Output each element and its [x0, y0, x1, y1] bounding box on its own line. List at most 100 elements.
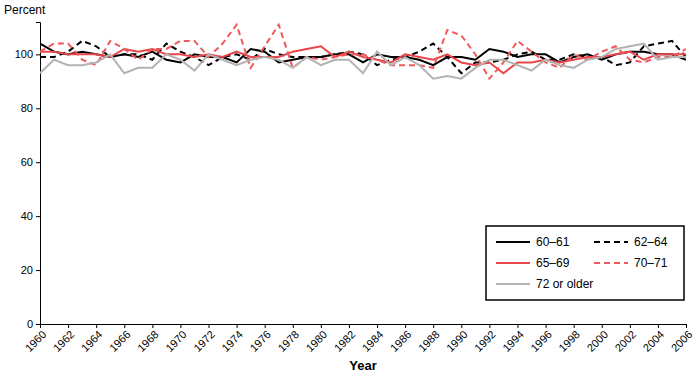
x-tick-mark — [546, 324, 547, 328]
x-tick: 1980 — [303, 324, 329, 354]
plot: 0 20 40 60 80 100 1960196219641966196819701972… — [15, 23, 695, 354]
x-tick: 2000 — [584, 324, 610, 354]
x-tick-mark — [124, 324, 125, 328]
x-tick: 1982 — [332, 324, 358, 354]
x-tick: 1990 — [444, 324, 470, 354]
x-tick-mark — [152, 324, 153, 328]
legend-label: 62–64 — [634, 235, 668, 249]
x-tick-label: 1992 — [472, 328, 498, 354]
x-tick-mark — [405, 324, 406, 328]
x-tick: 1984 — [360, 324, 386, 354]
x-tick-label: 1962 — [51, 328, 77, 354]
series-group — [40, 25, 686, 79]
x-tick: 1970 — [163, 324, 189, 354]
y-tick-mark — [36, 270, 40, 271]
y-tick: 80 — [21, 102, 40, 114]
y-tick-label: 20 — [21, 264, 33, 276]
x-axis-line — [41, 325, 687, 329]
x-tick-mark — [349, 324, 350, 328]
legend-box — [486, 226, 684, 300]
y-tick: 20 — [21, 264, 40, 276]
x-tick-mark — [658, 324, 659, 328]
y-tick-mark — [36, 324, 40, 325]
x-tick: 1962 — [51, 324, 77, 354]
x-tick-label: 1978 — [275, 328, 301, 354]
x-tick-mark — [602, 324, 603, 328]
y-tick-label: 80 — [21, 102, 33, 114]
x-tick: 1986 — [388, 324, 414, 354]
legend-label: 72 or older — [536, 277, 593, 291]
legend-swatch — [594, 262, 628, 264]
x-tick-mark — [209, 324, 210, 328]
y-tick-label: 100 — [15, 48, 33, 60]
x-tick: 1994 — [500, 324, 526, 354]
x-tick-label: 1974 — [219, 328, 245, 354]
y-axis-line — [36, 23, 41, 325]
x-tick-mark — [489, 324, 490, 328]
y-tick-mark — [36, 54, 40, 55]
x-tick-label: 1990 — [444, 328, 470, 354]
x-tick-label: 1972 — [191, 328, 217, 354]
legend-entry: 62–64 — [594, 235, 668, 249]
legend-swatch — [496, 262, 530, 264]
x-tick: 1964 — [79, 324, 105, 354]
x-tick-label: 1984 — [360, 328, 386, 354]
x-tick-label: 1960 — [23, 328, 49, 354]
legend-entry: 65–69 — [496, 256, 570, 270]
chart: 0 20 40 60 80 100 1960196219641966196819701972… — [0, 0, 700, 376]
x-tick-label: 2004 — [641, 328, 667, 354]
x-tick-mark — [461, 324, 462, 328]
y-axis: 0 20 40 60 80 100 — [15, 23, 41, 331]
series-line — [40, 25, 686, 79]
x-tick: 2006 — [669, 324, 695, 354]
x-axis-title: Year — [349, 358, 376, 373]
legend-swatch — [496, 241, 530, 243]
x-tick-mark — [433, 324, 434, 328]
y-tick-mark — [36, 162, 40, 163]
x-tick-label: 1994 — [500, 328, 526, 354]
x-tick: 1992 — [472, 324, 498, 354]
y-tick: 0 — [27, 318, 40, 330]
x-tick-label: 1966 — [107, 328, 133, 354]
x-tick-mark — [265, 324, 266, 328]
legend: 60–61 62–64 65–69 70–7172 or older — [486, 226, 684, 300]
x-tick-mark — [293, 324, 294, 328]
legend-swatch — [496, 283, 530, 285]
y-tick-label: 0 — [27, 318, 33, 330]
y-tick: 100 — [15, 48, 40, 60]
x-tick: 1966 — [107, 324, 133, 354]
x-tick: 1976 — [247, 324, 273, 354]
legend-entry: 60–61 — [496, 235, 570, 249]
x-tick-label: 1980 — [303, 328, 329, 354]
x-tick-mark — [40, 324, 41, 328]
x-tick-label: 2006 — [669, 328, 695, 354]
series-line — [40, 44, 686, 79]
legend-entry: 70–71 — [594, 256, 668, 270]
x-tick: 1972 — [191, 324, 217, 354]
x-tick-label: 1968 — [135, 328, 161, 354]
x-tick-mark — [574, 324, 575, 328]
x-tick-label: 2000 — [584, 328, 610, 354]
y-tick-label: 60 — [21, 156, 33, 168]
y-axis-title: Percent — [4, 3, 46, 17]
x-tick-label: 1988 — [416, 328, 442, 354]
y-tick: 40 — [21, 210, 40, 222]
x-tick-mark — [237, 324, 238, 328]
x-tick-mark — [321, 324, 322, 328]
x-tick-label: 1964 — [79, 328, 105, 354]
x-tick-label: 1970 — [163, 328, 189, 354]
x-tick: 1968 — [135, 324, 161, 354]
legend-label: 60–61 — [536, 235, 570, 249]
legend-label: 65–69 — [536, 256, 570, 270]
x-tick-mark — [517, 324, 518, 328]
y-tick: 60 — [21, 156, 40, 168]
x-tick: 2002 — [612, 324, 638, 354]
x-tick-label: 1998 — [556, 328, 582, 354]
x-tick-label: 1996 — [528, 328, 554, 354]
x-tick: 1974 — [219, 324, 245, 354]
x-tick-label: 2002 — [612, 328, 638, 354]
x-tick-label: 1986 — [388, 328, 414, 354]
x-tick: 1960 — [23, 324, 49, 354]
x-tick-mark — [686, 324, 687, 328]
y-tick-label: 40 — [21, 210, 33, 222]
